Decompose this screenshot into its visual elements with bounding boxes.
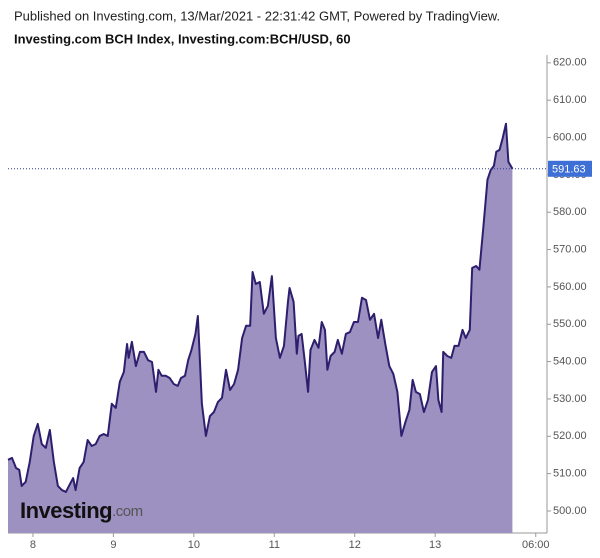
- x-tick-label: 06:00: [522, 539, 550, 551]
- y-tick-label: 580.00: [553, 206, 587, 218]
- y-tick-label: 610.00: [553, 94, 587, 106]
- last-value-box: [548, 160, 592, 177]
- x-tick-label: 11: [269, 539, 280, 551]
- watermark-suffix: .com: [112, 503, 143, 520]
- y-tick-label: 600.00: [553, 131, 587, 143]
- y-tick-label: 550.00: [553, 318, 587, 330]
- x-tick-label: 13: [429, 539, 441, 551]
- x-tick-label: 8: [30, 539, 36, 551]
- y-tick-label: 530.00: [553, 393, 587, 405]
- chart-title: Published on Investing.com, 13/Mar/2021 …: [14, 8, 500, 23]
- watermark: Investing.com: [20, 498, 143, 523]
- y-tick-label: 510.00: [553, 468, 587, 480]
- area: [8, 123, 513, 534]
- y-tick-label: 500.00: [553, 505, 587, 517]
- chart-subtitle: Investing.com BCH Index, Investing.com:B…: [14, 31, 351, 46]
- y-tick-label: 620.00: [553, 57, 587, 69]
- y-tick-label: 570.00: [553, 243, 587, 255]
- y-tick-label: 520.00: [553, 430, 587, 442]
- line: [7, 122, 514, 493]
- watermark-main: Investing: [20, 498, 112, 523]
- x-tick-label: 10: [188, 539, 200, 551]
- y-tick-label: 540.00: [553, 355, 587, 367]
- y-tick-label: 560.00: [553, 281, 587, 293]
- last-value-label: 591.63: [552, 164, 586, 176]
- x-tick-label: 12: [349, 539, 361, 551]
- x-tick-label: 9: [110, 539, 116, 551]
